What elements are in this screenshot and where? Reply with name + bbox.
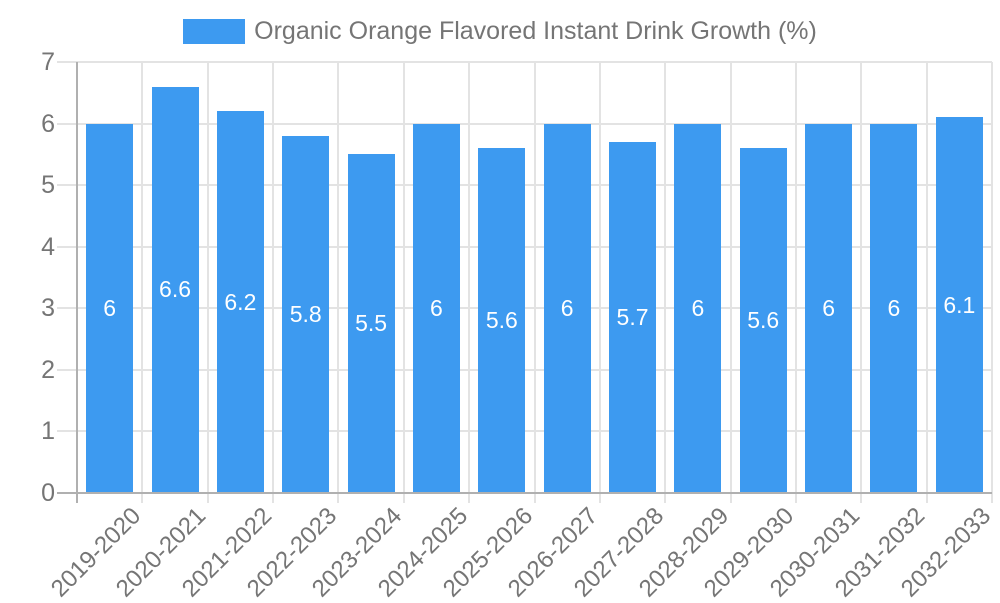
bar [805, 123, 853, 493]
y-tick-label: 7 [41, 48, 55, 76]
legend: Organic Orange Flavored Instant Drink Gr… [0, 18, 1000, 44]
x-gridline [468, 62, 471, 503]
bar-value-label: 6.1 [943, 291, 976, 318]
y-gridline [57, 122, 992, 125]
bar-value-label: 6 [691, 294, 705, 321]
bar [86, 123, 134, 493]
bar [739, 148, 787, 493]
bar [935, 117, 983, 493]
bar [609, 142, 657, 493]
x-gridline [533, 62, 536, 503]
y-tick-label: 6 [41, 109, 55, 138]
bar-value-label: 5.5 [355, 310, 388, 337]
y-gridline [57, 61, 992, 63]
bar-value-label: 6 [103, 294, 117, 321]
x-gridline [272, 62, 275, 503]
bar [870, 123, 918, 493]
bar-value-label: 6 [430, 294, 443, 321]
y-tick-label: 3 [41, 294, 55, 323]
x-gridline [991, 62, 993, 503]
y-axis-line [76, 62, 78, 503]
bar-value-label: 6 [822, 294, 835, 321]
bar-value-label: 5.6 [485, 307, 518, 334]
bar-value-label: 5.7 [616, 304, 649, 330]
legend-swatch [183, 18, 246, 44]
bar [674, 123, 722, 493]
bar [282, 135, 330, 493]
bar [478, 148, 526, 493]
bar [347, 154, 395, 493]
bar-value-label: 6.6 [159, 276, 192, 303]
x-gridline [794, 62, 797, 503]
x-gridline [860, 62, 863, 503]
legend-label: Organic Orange Flavored Instant Drink Gr… [254, 17, 817, 45]
x-axis-line [57, 492, 992, 494]
x-gridline [141, 62, 144, 503]
y-tick-label: 1 [41, 417, 55, 446]
y-tick-label: 4 [41, 232, 55, 261]
x-gridline [337, 62, 340, 503]
bar-value-label: 6 [560, 294, 574, 321]
x-gridline [598, 62, 601, 503]
bar-value-label: 6 [887, 294, 901, 321]
x-gridline [206, 62, 209, 503]
bar-value-label: 5.8 [289, 300, 322, 327]
x-gridline [664, 62, 667, 503]
bar [151, 86, 199, 493]
bar-value-label: 5.6 [747, 307, 780, 334]
bar-value-label: 6.2 [224, 288, 257, 315]
bar [543, 123, 591, 493]
x-gridline [402, 62, 405, 503]
y-tick-label: 0 [41, 479, 55, 507]
y-tick-label: 2 [41, 355, 55, 384]
x-gridline [729, 62, 732, 503]
bar [412, 123, 460, 493]
bar [216, 111, 264, 493]
x-gridline [925, 62, 928, 503]
y-tick-label: 5 [41, 171, 55, 200]
